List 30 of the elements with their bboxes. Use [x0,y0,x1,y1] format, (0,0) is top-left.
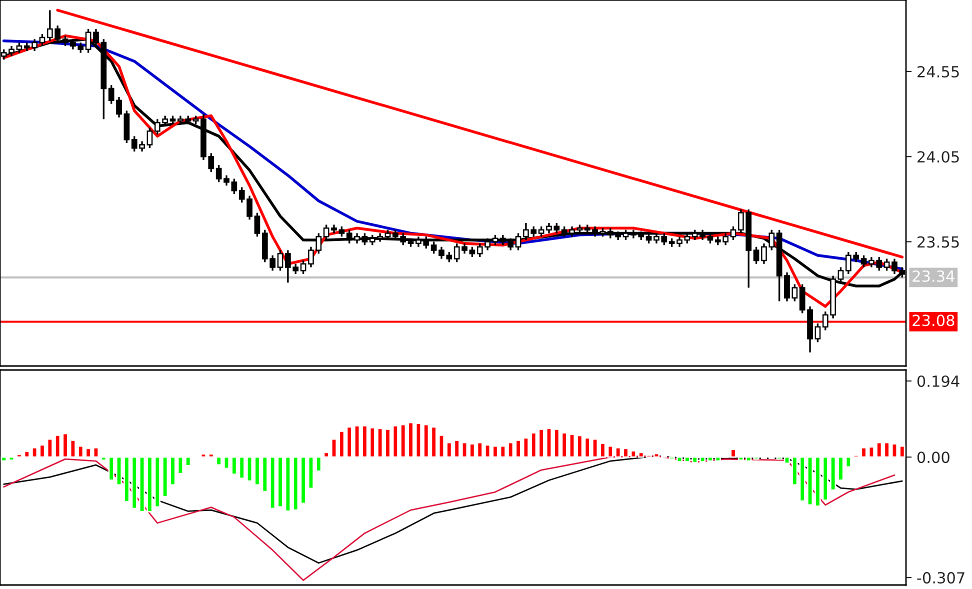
y-tick-label: 24.05 [918,151,959,163]
candlestick [323,224,330,241]
candlestick [814,322,821,343]
candlestick [884,258,890,272]
candlestick [730,226,736,241]
candlestick [362,232,368,246]
candlestick [753,246,760,265]
y-tick-label: 0.194 [917,375,960,388]
candlestick [277,249,284,272]
candlestick [707,232,714,244]
ref-line-label: 23.08 [912,314,954,326]
candlestick [515,232,522,252]
candlestick [838,266,844,284]
y-tick-label: 23.55 [918,236,959,248]
candlestick [16,42,22,54]
candlestick [430,240,437,254]
candlestick [300,260,306,275]
ref-line-label: 23.34 [912,270,954,282]
candlestick [622,228,629,241]
candlestick [860,254,867,268]
candlestick [469,246,476,258]
candlestick [492,234,498,246]
y-tick-label: 0.00 [917,452,950,464]
candlestick [384,228,391,241]
candlestick [538,226,544,238]
candlestick [146,126,153,149]
candlestick [646,232,652,244]
y-tick-label: -0.307 [917,572,964,584]
candlestick [254,212,260,238]
y-tick-label: 24.55 [918,66,959,78]
